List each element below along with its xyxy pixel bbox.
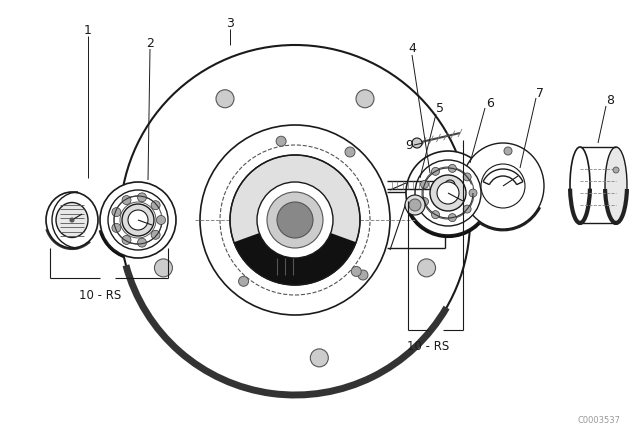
Circle shape — [449, 164, 456, 172]
Circle shape — [122, 204, 154, 236]
Text: 10 - RS: 10 - RS — [407, 340, 449, 353]
Circle shape — [405, 195, 425, 215]
Circle shape — [70, 218, 74, 222]
Text: C0003537: C0003537 — [577, 415, 620, 425]
Circle shape — [138, 238, 147, 247]
Circle shape — [409, 199, 421, 211]
Circle shape — [445, 180, 455, 190]
Ellipse shape — [570, 147, 590, 223]
Circle shape — [128, 210, 148, 230]
Ellipse shape — [605, 147, 627, 223]
Circle shape — [257, 182, 333, 258]
Text: 6: 6 — [486, 96, 494, 109]
Circle shape — [112, 224, 121, 233]
Circle shape — [310, 349, 328, 367]
Circle shape — [277, 202, 313, 238]
Circle shape — [151, 230, 160, 239]
Wedge shape — [234, 220, 356, 285]
Circle shape — [216, 90, 234, 108]
Ellipse shape — [462, 143, 544, 229]
Circle shape — [351, 267, 362, 276]
Circle shape — [138, 193, 147, 202]
Circle shape — [412, 138, 422, 148]
Text: 5: 5 — [436, 102, 444, 115]
Circle shape — [420, 181, 429, 189]
Circle shape — [120, 45, 470, 395]
Circle shape — [122, 235, 131, 245]
Circle shape — [112, 207, 121, 217]
Circle shape — [200, 125, 390, 315]
Text: 8: 8 — [606, 94, 614, 107]
Circle shape — [151, 201, 160, 210]
Circle shape — [463, 173, 471, 181]
Circle shape — [154, 259, 172, 277]
Circle shape — [122, 196, 131, 205]
Text: 10 - RS: 10 - RS — [79, 289, 121, 302]
Circle shape — [100, 182, 176, 258]
Circle shape — [481, 164, 525, 208]
Text: 1: 1 — [84, 23, 92, 36]
Circle shape — [345, 147, 355, 157]
Text: 9: 9 — [405, 138, 413, 151]
Circle shape — [230, 155, 360, 285]
Circle shape — [267, 192, 323, 248]
Circle shape — [504, 147, 512, 155]
Circle shape — [613, 167, 619, 173]
Circle shape — [356, 90, 374, 108]
Circle shape — [431, 211, 440, 219]
Circle shape — [239, 276, 248, 286]
Circle shape — [157, 215, 166, 224]
Ellipse shape — [46, 192, 98, 248]
Circle shape — [108, 190, 168, 250]
Circle shape — [417, 259, 436, 277]
Ellipse shape — [56, 202, 88, 237]
Text: 4: 4 — [408, 42, 416, 55]
Circle shape — [469, 189, 477, 197]
Circle shape — [437, 182, 459, 204]
Circle shape — [358, 270, 368, 280]
Circle shape — [431, 168, 440, 175]
Circle shape — [463, 205, 471, 213]
Text: 7: 7 — [536, 86, 544, 99]
Circle shape — [415, 160, 481, 226]
Circle shape — [430, 175, 466, 211]
Circle shape — [406, 151, 490, 235]
Circle shape — [276, 136, 286, 146]
Text: 2: 2 — [146, 36, 154, 49]
Circle shape — [420, 198, 429, 206]
Circle shape — [449, 214, 456, 222]
Text: 3: 3 — [226, 17, 234, 30]
